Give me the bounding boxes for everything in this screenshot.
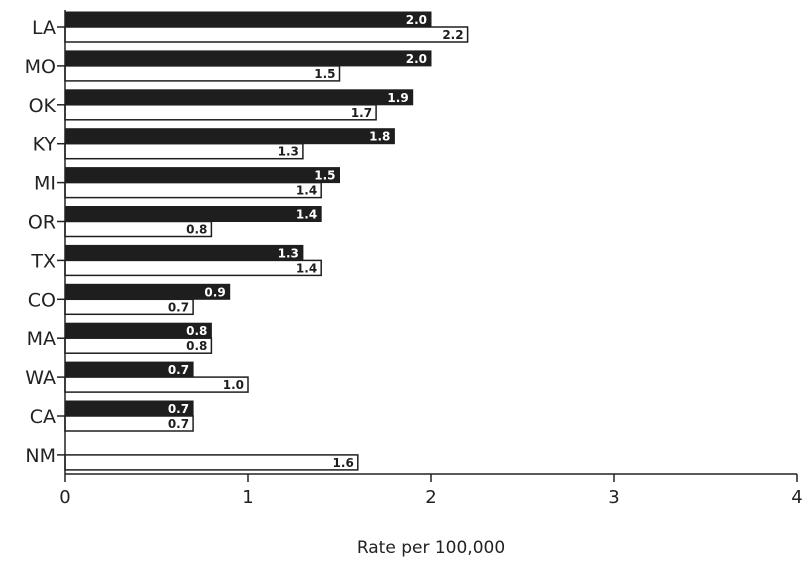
bar-series1 <box>64 128 395 145</box>
category-label: OK <box>29 95 57 117</box>
data-label-series2: 1.7 <box>351 106 372 120</box>
data-label-series2: 0.8 <box>186 223 207 237</box>
bar-series2 <box>64 259 322 277</box>
category-label: MA <box>27 328 56 350</box>
bar-series2 <box>64 454 359 471</box>
data-label-series1: 1.9 <box>387 91 408 105</box>
data-label-series2: 1.3 <box>278 145 299 159</box>
bar-series1 <box>64 89 414 106</box>
data-label-series2: 0.7 <box>168 300 189 314</box>
bar-series2 <box>64 142 304 160</box>
bar-series2 <box>64 26 469 43</box>
data-label-series2: 1.6 <box>333 456 354 470</box>
x-tick-label: 1 <box>242 487 253 508</box>
bar-series2 <box>64 104 377 121</box>
x-tick-label: 0 <box>59 487 70 508</box>
data-label-series1: 2.0 <box>406 13 427 27</box>
category-label: LA <box>32 17 56 39</box>
bars-group: 2.02.22.01.51.91.71.81.31.51.41.40.81.31… <box>64 11 469 471</box>
data-label-series2: 1.4 <box>296 184 317 198</box>
data-label-series2: 1.4 <box>296 261 317 275</box>
data-label-series2: 0.7 <box>168 417 189 431</box>
category-label: NM <box>25 445 56 467</box>
data-label-series1: 2.0 <box>406 52 427 66</box>
category-label: KY <box>33 134 57 156</box>
category-label: MI <box>34 173 56 195</box>
category-label: CA <box>30 406 56 428</box>
data-label-series2: 1.5 <box>314 67 335 81</box>
data-label-series1: 1.3 <box>278 246 299 260</box>
x-axis-label: Rate per 100,000 <box>357 538 505 558</box>
data-label-series1: 0.7 <box>168 363 189 377</box>
data-label-series1: 0.7 <box>168 402 189 416</box>
category-label: CO <box>28 289 56 311</box>
axes-group: 0 1 2 3 4 LA MO OK KY MI OR TX CO MA WA CA NM <box>25 10 803 508</box>
data-label-series2: 2.2 <box>442 28 463 42</box>
data-label-series1: 0.8 <box>186 324 207 338</box>
data-label-series1: 1.4 <box>296 208 317 222</box>
bar-series1 <box>64 244 304 261</box>
x-tick-label: 3 <box>608 487 619 508</box>
bar-series1 <box>64 167 340 184</box>
data-label-series1: 1.8 <box>369 130 390 144</box>
x-tick-label: 2 <box>425 487 436 508</box>
data-label-series1: 1.5 <box>314 169 335 183</box>
category-label: MO <box>25 56 56 78</box>
category-label: TX <box>30 250 56 272</box>
bar-series2 <box>64 65 341 82</box>
data-label-series1: 0.9 <box>204 285 225 299</box>
category-label: WA <box>25 367 56 389</box>
bar-series2 <box>64 376 249 393</box>
bar-series2 <box>64 181 322 199</box>
bar-series1 <box>64 206 322 222</box>
data-label-series2: 1.0 <box>223 378 244 392</box>
data-label-series2: 0.8 <box>186 339 207 353</box>
bar-series1 <box>64 50 432 67</box>
bar-series1 <box>64 11 432 28</box>
category-label: OR <box>28 212 56 234</box>
x-tick-label: 4 <box>791 487 802 508</box>
